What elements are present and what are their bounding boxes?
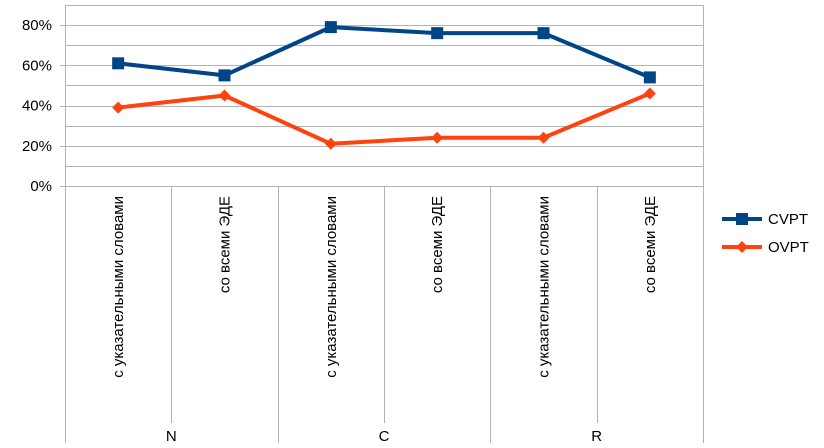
y-tick-label: 0% xyxy=(30,178,52,195)
series-line-cvpt xyxy=(117,25,651,80)
data-point-cvpt xyxy=(112,57,125,70)
data-point-ovpt xyxy=(431,131,444,144)
data-point-ovpt xyxy=(218,89,231,102)
data-point-ovpt xyxy=(643,87,656,100)
y-tick-label: 20% xyxy=(22,138,52,155)
data-point-cvpt xyxy=(324,21,337,34)
data-point-cvpt xyxy=(643,71,656,84)
data-point-cvpt xyxy=(537,27,550,40)
series-line-ovpt xyxy=(117,91,651,146)
legend-marker-ovpt xyxy=(736,241,748,253)
data-point-ovpt xyxy=(324,137,337,150)
legend-marker-cvpt xyxy=(736,213,748,225)
x-category-label: со всеми ЭДЕ xyxy=(429,196,446,293)
legend-label-ovpt: OVPT xyxy=(768,239,809,256)
x-group-label: R xyxy=(591,428,602,445)
data-point-ovpt xyxy=(537,131,550,144)
legend-label-cvpt: CVPT xyxy=(768,211,808,228)
x-category-label: с указательными словами xyxy=(110,196,127,378)
y-tick-label: 80% xyxy=(22,17,52,34)
x-category-label: со всеми ЭДЕ xyxy=(642,196,659,293)
x-category-label: с указательными словами xyxy=(536,196,553,378)
data-point-cvpt xyxy=(431,27,444,40)
data-point-ovpt xyxy=(112,101,125,114)
data-point-cvpt xyxy=(218,69,231,82)
x-category-label: с указательными словами xyxy=(323,196,340,378)
x-group-label: N xyxy=(166,428,177,445)
y-tick-label: 40% xyxy=(22,98,52,115)
y-tick-label: 60% xyxy=(22,57,52,74)
x-category-label: со всеми ЭДЕ xyxy=(217,196,234,293)
x-group-label: C xyxy=(379,428,390,445)
